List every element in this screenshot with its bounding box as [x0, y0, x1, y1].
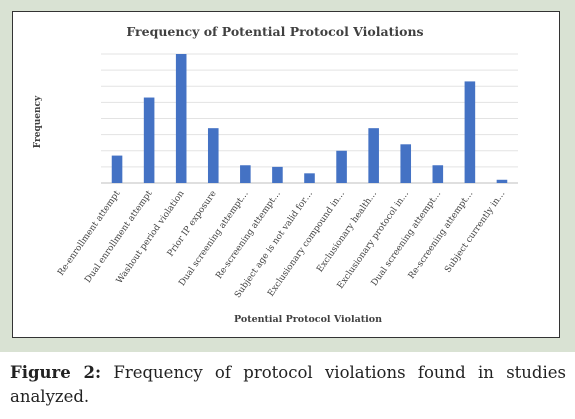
bar	[272, 166, 283, 183]
bar	[336, 150, 347, 183]
bar	[240, 165, 251, 183]
x-axis-label: Potential Protocol Violation	[234, 314, 382, 325]
bar-chart: Frequency of Potential Protocol Violatio…	[33, 24, 518, 325]
figure-panel: Frequency of Potential Protocol Violatio…	[0, 0, 575, 352]
bar	[304, 173, 315, 183]
chart-container: Frequency of Potential Protocol Violatio…	[12, 11, 560, 338]
bars	[111, 54, 508, 183]
chart-title: Frequency of Potential Protocol Violatio…	[126, 24, 423, 39]
bar	[496, 179, 508, 183]
category-tick-label: Subject currently in…	[443, 189, 507, 275]
bar	[143, 97, 155, 183]
category-tick-label: Re-screening attempt…	[214, 189, 283, 281]
category-tick-label: Re-enrollment attempt	[56, 189, 123, 278]
y-axis-label: Frequency	[33, 95, 43, 148]
caption-text: Frequency of protocol violations found i…	[10, 363, 566, 406]
figure-caption: Figure 2: Frequency of protocol violatio…	[10, 361, 566, 409]
category-tick-label: Re-screening attempt…	[407, 189, 476, 281]
bar	[432, 165, 444, 183]
bar	[464, 81, 476, 183]
bar	[400, 144, 412, 183]
bar	[207, 128, 219, 183]
bar	[368, 128, 379, 183]
bar	[175, 54, 187, 183]
bar	[111, 155, 123, 183]
category-tick-label: Exclusionary health…	[315, 189, 379, 274]
caption-label: Figure 2:	[10, 363, 102, 382]
gridlines	[101, 53, 518, 184]
